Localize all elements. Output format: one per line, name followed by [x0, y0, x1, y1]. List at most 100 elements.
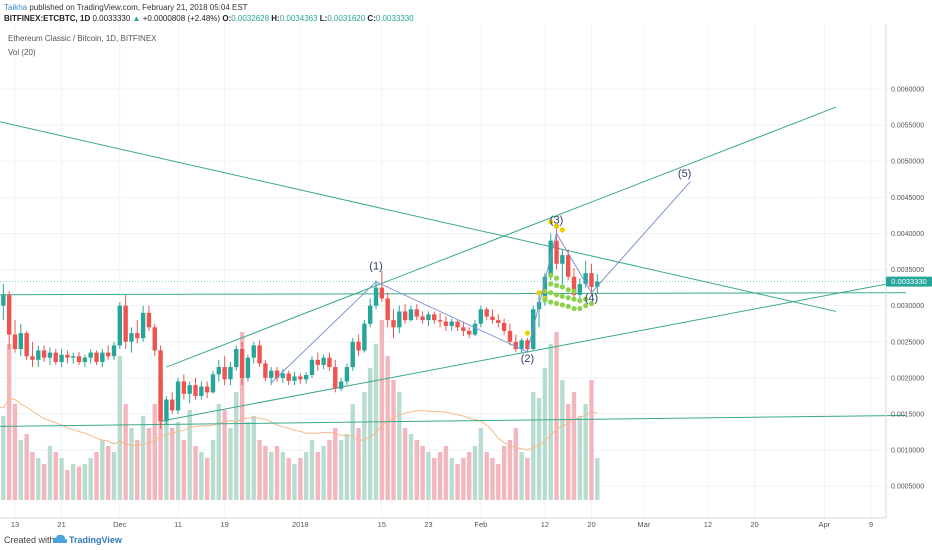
last-price: 0.0033330	[92, 14, 131, 23]
volume-bar	[140, 416, 146, 500]
signal-dot	[559, 227, 565, 233]
low-value: 0.0031620	[327, 14, 366, 23]
volume-bar	[158, 380, 163, 500]
candle-body	[164, 399, 169, 422]
candle-body	[466, 330, 472, 335]
volume-bar	[437, 452, 443, 500]
candle-body	[379, 287, 385, 299]
candle-body	[30, 356, 35, 360]
volume-bar	[129, 428, 134, 500]
volume-bar	[309, 440, 315, 500]
price-change: +0.0000808 (+2.48%)	[142, 14, 221, 23]
author-link[interactable]: Taikha	[4, 3, 28, 12]
signal-dot	[548, 219, 554, 225]
signal-dot	[553, 292, 560, 298]
volume-bar	[24, 434, 29, 500]
candle-body	[513, 341, 518, 349]
volume-bar	[350, 404, 355, 500]
time-tick-label: Apr	[819, 520, 831, 529]
price-tick-label: 0.0055000	[891, 123, 924, 130]
candle-body	[432, 314, 437, 321]
volume-bar	[466, 452, 472, 500]
volume-bar	[117, 356, 123, 500]
cloud-icon	[52, 534, 68, 543]
candle-body	[565, 255, 571, 277]
last-price-label: 0.0033330	[891, 277, 926, 286]
candle-body	[76, 356, 82, 362]
volume-bar	[368, 368, 373, 500]
volume-bar	[269, 452, 274, 500]
volume-bar	[286, 458, 291, 500]
volume-bar	[175, 422, 181, 500]
volume-bar	[303, 452, 309, 500]
candle-body	[210, 374, 216, 393]
candle-body	[274, 370, 280, 378]
trendline	[0, 121, 837, 312]
candle-body	[245, 357, 251, 378]
candle-body	[472, 323, 478, 335]
created-with-text: Created with	[4, 535, 55, 545]
signal-dot	[583, 296, 589, 302]
candle-body	[146, 312, 152, 328]
volume-bar	[426, 452, 431, 500]
candle-body	[309, 359, 315, 375]
signal-dot	[553, 300, 560, 307]
volume-bar	[589, 380, 594, 500]
candle-body	[140, 312, 146, 339]
volume-bar	[146, 428, 152, 500]
candle-body	[135, 333, 140, 339]
signal-dot	[548, 281, 554, 287]
signal-dot	[548, 299, 554, 305]
volume-bar	[565, 404, 571, 500]
candle-body	[239, 349, 245, 378]
candle-body	[501, 323, 507, 331]
candle-body	[525, 340, 530, 349]
time-tick-label: 2018	[292, 520, 309, 529]
volume-bar	[193, 446, 198, 500]
volume-bar	[47, 446, 53, 500]
volume-bar	[554, 332, 559, 500]
volume-bar	[513, 428, 518, 500]
tradingview-brand[interactable]: TradingView	[52, 532, 122, 548]
high-value: 0.0034363	[279, 14, 318, 23]
time-axis[interactable]: 13 21 Dec 11 19 2018 15 23 Feb 12 20 Mar 12 20 Apr 9	[11, 520, 873, 529]
candle-body	[315, 359, 320, 365]
price-axis[interactable]: 0.0060000 0.0055000 0.0050000 0.0045000 0.00…	[891, 87, 924, 491]
elliott-wave-path[interactable]	[270, 181, 691, 384]
volume-bar	[181, 440, 187, 500]
signal-dot	[553, 282, 560, 289]
signal-dot	[559, 284, 565, 290]
volume-indicator-label: Vol (20)	[8, 48, 36, 57]
candle-body	[222, 367, 227, 380]
candle-body	[204, 386, 210, 393]
candle-body	[94, 352, 99, 362]
volume-bar	[449, 458, 454, 500]
signal-dot	[565, 295, 571, 301]
volume-bar	[420, 446, 425, 500]
trendlines[interactable]	[0, 106, 907, 427]
volume-bar	[298, 458, 303, 500]
volume-bar	[478, 428, 484, 500]
candle-body	[24, 333, 29, 357]
candle-body	[152, 327, 157, 351]
signal-dot	[553, 275, 560, 281]
candle-body	[589, 273, 594, 287]
time-tick-label: 12	[704, 520, 712, 529]
low-label: L:	[319, 14, 328, 23]
signal-dot	[548, 290, 554, 296]
volume-bar	[362, 392, 367, 500]
close-value: 0.0033330	[375, 14, 414, 23]
volume-bar	[152, 404, 157, 500]
signal-dot	[524, 330, 531, 336]
volume-bar	[595, 458, 600, 500]
candle-body	[88, 352, 93, 358]
volume-bar	[204, 458, 210, 500]
candle-body	[362, 323, 367, 351]
candle-body	[397, 311, 402, 328]
volume-bar	[6, 344, 12, 500]
candle-body	[577, 284, 583, 295]
wave-label: (5)	[678, 168, 691, 180]
time-tick-label: 11	[174, 520, 182, 529]
signal-dot	[548, 272, 554, 278]
